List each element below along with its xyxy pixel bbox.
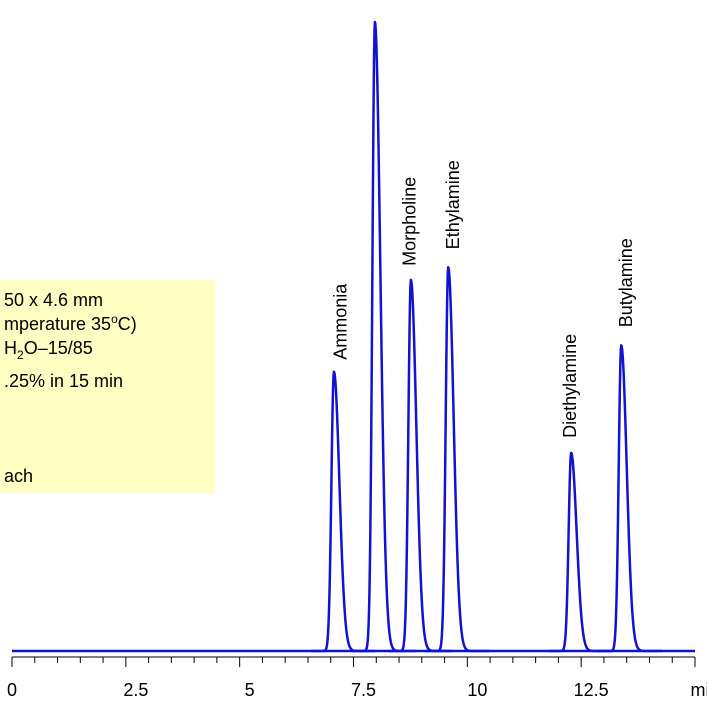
peak [351, 20, 417, 653]
annotation-line: .25% in 15 min [4, 371, 123, 391]
x-tick-label: 0 [7, 680, 17, 700]
annotation-superscript: o [111, 312, 118, 326]
annotation-text: H [4, 338, 17, 358]
annotation-text: mperature 35 [4, 314, 111, 334]
annotation-text: C) [118, 314, 137, 334]
x-tick-label: 10 [467, 680, 487, 700]
annotation-line: ach [4, 466, 33, 486]
peak-label: Ethylamine [443, 160, 463, 249]
peak-label: Morpholine [400, 177, 420, 266]
annotation-text: O–15/85 [24, 338, 93, 358]
peak-label: Diethylamine [560, 334, 580, 438]
x-tick-label: 7.5 [351, 680, 376, 700]
annotation-subscript: 2 [17, 348, 24, 362]
x-tick-label: 5 [245, 680, 255, 700]
annotation: 50 x 4.6 mm mperature 35oC) H2O–15/85 .2… [4, 290, 137, 486]
peak [597, 344, 664, 653]
x-tick-label: min [690, 680, 707, 700]
annotation-line: 50 x 4.6 mm [4, 290, 103, 310]
annotation-line: mperature 35oC) [4, 312, 137, 334]
peak [424, 266, 490, 653]
annotation-box [0, 280, 215, 493]
peak [547, 451, 613, 653]
peak [387, 278, 453, 653]
annotation-line: H2O–15/85 [4, 338, 93, 362]
peak-label: Butylamine [616, 238, 636, 327]
x-tick-label: 2.5 [123, 680, 148, 700]
peak-label: Ammonia [331, 283, 351, 360]
x-tick-label: 12.5 [574, 680, 609, 700]
peak [310, 370, 376, 653]
